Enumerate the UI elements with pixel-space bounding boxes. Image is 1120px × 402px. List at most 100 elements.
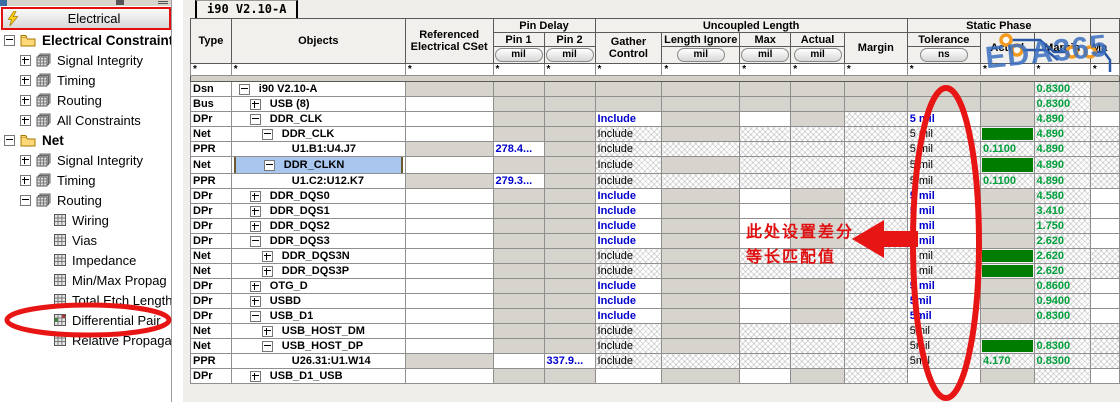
pin1-delay-cell[interactable] <box>492 338 545 354</box>
object-cell[interactable]: U26.31:U1.W14 <box>230 353 406 369</box>
max-cell[interactable] <box>739 323 792 339</box>
referenced-cset-cell[interactable] <box>404 96 494 112</box>
pin1-delay-cell[interactable]: 278.4... <box>492 141 545 157</box>
sp-actual-cell[interactable] <box>979 111 1035 127</box>
tree-item-electrical-constraint-s[interactable]: Electrical Constraint S <box>0 30 171 50</box>
max-cell[interactable] <box>739 188 792 204</box>
partial-next-cell[interactable] <box>1089 218 1120 234</box>
margin-cell[interactable] <box>843 248 908 264</box>
type-cell[interactable]: Net <box>190 156 232 174</box>
pin1-delay-cell[interactable] <box>492 278 545 294</box>
pin1-delay-cell[interactable] <box>492 233 545 249</box>
partial-next-cell[interactable] <box>1089 188 1120 204</box>
expand-icon[interactable] <box>261 250 273 262</box>
col-header-pin2[interactable]: Pin 2 <box>543 32 596 47</box>
gather-control-cell[interactable]: Include <box>594 188 663 204</box>
margin-cell[interactable] <box>843 293 908 309</box>
pin1-delay-cell[interactable] <box>492 188 545 204</box>
object-cell[interactable]: U1.B1:U4.J7 <box>230 141 406 157</box>
referenced-cset-cell[interactable] <box>404 126 494 142</box>
pin2-delay-cell[interactable] <box>543 293 596 309</box>
collapse-icon[interactable] <box>249 113 261 125</box>
max-cell[interactable] <box>739 368 792 384</box>
pin2-delay-cell[interactable] <box>543 338 596 354</box>
length-ignore-cell[interactable] <box>661 156 741 174</box>
sp-margin-cell[interactable]: 1.750 <box>1033 218 1091 234</box>
object-cell[interactable]: DDR_DQS0 <box>230 188 406 204</box>
partial-next-cell[interactable] <box>1089 111 1120 127</box>
sp-actual-cell[interactable] <box>979 233 1035 249</box>
tolerance-cell[interactable] <box>906 96 981 112</box>
object-cell[interactable]: DDR_CLK <box>230 126 406 142</box>
type-cell[interactable]: Net <box>190 126 232 142</box>
margin-cell[interactable] <box>843 233 908 249</box>
actual-cell[interactable] <box>790 156 845 174</box>
partial-next-cell[interactable] <box>1089 338 1120 354</box>
actual-cell[interactable] <box>790 323 845 339</box>
pin2-delay-cell[interactable] <box>543 218 596 234</box>
type-cell[interactable]: DPr <box>190 308 232 324</box>
length-ignore-cell[interactable] <box>661 278 741 294</box>
group-header-static-phase[interactable]: Static Phase <box>906 18 1091 33</box>
col-header-gather-control[interactable]: Gather Control <box>594 32 663 64</box>
pin1-delay-cell[interactable] <box>492 353 545 369</box>
max-cell[interactable] <box>739 308 792 324</box>
margin-cell[interactable] <box>843 218 908 234</box>
sp-actual-cell[interactable] <box>979 156 1035 174</box>
tolerance-cell[interactable] <box>906 81 981 97</box>
col-header-length-ignore[interactable]: Length Ignore <box>661 32 741 47</box>
object-cell[interactable]: DDR_CLKN <box>230 156 406 174</box>
partial-next-cell[interactable] <box>1089 293 1120 309</box>
pin1-delay-cell[interactable] <box>492 293 545 309</box>
col-header-pin1[interactable]: Pin 1 <box>492 32 545 47</box>
tree-item-signal-integrity[interactable]: Signal Integrity <box>0 150 171 170</box>
gather-control-cell[interactable]: Include <box>594 111 663 127</box>
expand-icon[interactable] <box>249 98 261 110</box>
length-ignore-cell[interactable] <box>661 248 741 264</box>
sp-actual-cell[interactable] <box>979 338 1035 354</box>
partial-next-cell[interactable] <box>1089 233 1120 249</box>
sp-actual-cell[interactable] <box>979 278 1035 294</box>
referenced-cset-cell[interactable] <box>404 278 494 294</box>
actual-cell[interactable] <box>790 81 845 97</box>
margin-cell[interactable] <box>843 156 908 174</box>
tolerance-cell[interactable]: 5 mil <box>906 233 981 249</box>
gather-control-cell[interactable]: Include <box>594 263 663 279</box>
filter-cell[interactable]: * <box>190 63 232 76</box>
collapse-icon[interactable] <box>20 194 31 206</box>
filter-cell[interactable]: * <box>230 63 406 76</box>
sp-margin-cell[interactable]: 0.8300 <box>1033 308 1091 324</box>
filter-cell[interactable]: * <box>790 63 845 76</box>
pin2-delay-cell[interactable] <box>543 308 596 324</box>
sp-margin-cell[interactable] <box>1033 368 1091 384</box>
pin2-delay-cell[interactable] <box>543 203 596 219</box>
tolerance-cell[interactable]: 5 mil <box>906 173 981 189</box>
margin-cell[interactable] <box>843 323 908 339</box>
gather-control-cell[interactable]: Include <box>594 141 663 157</box>
sp-margin-cell[interactable]: 4.890 <box>1033 111 1091 127</box>
panel-menu-icon[interactable] <box>158 1 168 6</box>
type-cell[interactable]: Net <box>190 263 232 279</box>
actual-cell[interactable] <box>790 263 845 279</box>
referenced-cset-cell[interactable] <box>404 353 494 369</box>
gather-control-cell[interactable]: Include <box>594 218 663 234</box>
collapse-icon[interactable] <box>4 134 15 146</box>
partial-next-cell[interactable] <box>1089 278 1120 294</box>
sp-actual-cell[interactable] <box>979 323 1035 339</box>
sp-margin-cell[interactable]: 4.890 <box>1033 156 1091 174</box>
sp-actual-cell[interactable] <box>979 368 1035 384</box>
tolerance-cell[interactable]: 5mil <box>906 323 981 339</box>
tolerance-cell[interactable]: 5 mil <box>906 111 981 127</box>
gather-control-cell[interactable]: Include <box>594 353 663 369</box>
object-cell[interactable]: DDR_DQS3P <box>230 263 406 279</box>
actual-cell[interactable] <box>790 353 845 369</box>
sp-margin-cell[interactable] <box>1033 323 1091 339</box>
sp-actual-cell[interactable]: 0.1100 <box>979 173 1035 189</box>
col-header-type[interactable]: Type <box>190 18 232 64</box>
max-cell[interactable] <box>739 278 792 294</box>
max-cell[interactable] <box>739 353 792 369</box>
sp-margin-cell[interactable]: 0.8300 <box>1033 81 1091 97</box>
gather-control-cell[interactable]: Include <box>594 278 663 294</box>
object-cell[interactable]: U1.C2:U12.K7 <box>230 173 406 189</box>
pin1-delay-cell[interactable] <box>492 368 545 384</box>
